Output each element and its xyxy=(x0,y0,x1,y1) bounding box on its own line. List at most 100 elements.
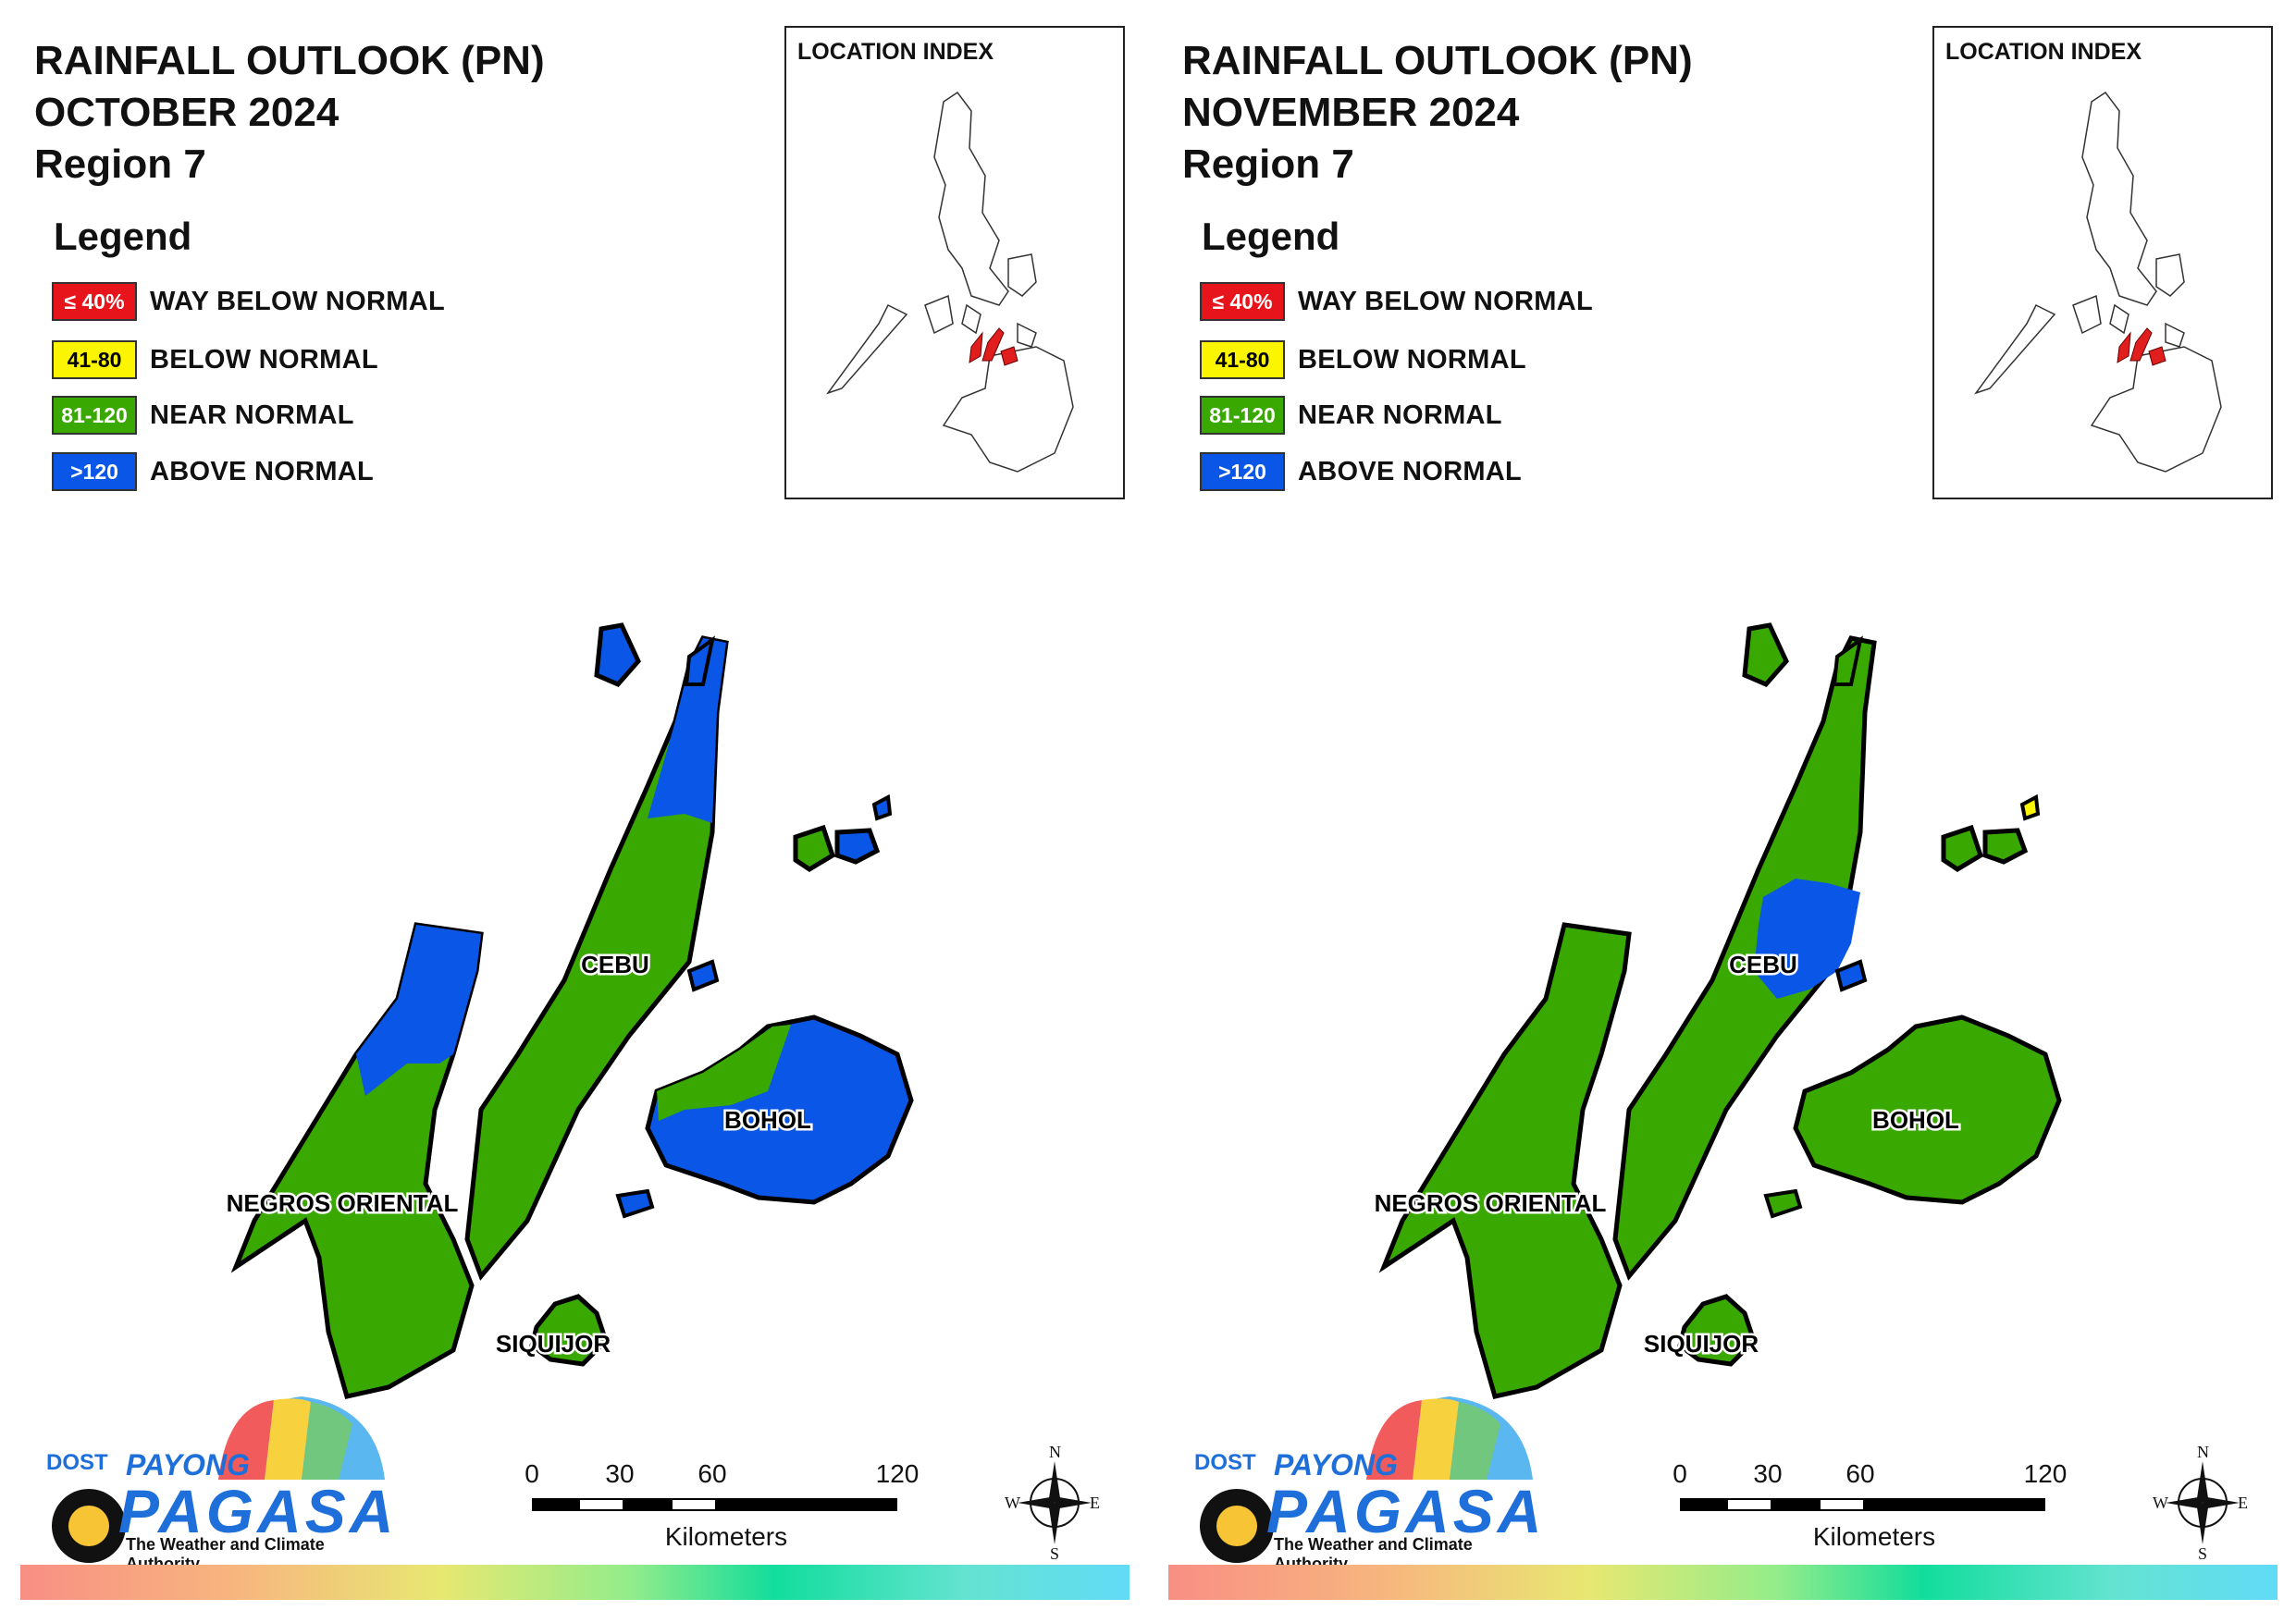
title-line-3: Region 7 xyxy=(34,141,206,187)
legend-swatch: 41-80 xyxy=(1200,340,1285,379)
inset-title: LOCATION INDEX xyxy=(797,39,994,65)
scale-tick: 30 xyxy=(1753,1459,1783,1488)
legend-swatch: ≤ 40% xyxy=(1200,282,1285,321)
legend-item-below: 41-80 BELOW NORMAL xyxy=(1200,339,1526,380)
label-bohol: BOHOL xyxy=(724,1106,811,1134)
cebu-north-islet xyxy=(684,635,716,686)
label-siquijor: SIQUIJOR xyxy=(496,1330,611,1358)
cebu-north-islet xyxy=(1832,635,1864,686)
title-line-3: Region 7 xyxy=(1182,141,1354,187)
scale-tick: 120 xyxy=(2023,1459,2068,1488)
legend-item-above: >120 ABOVE NORMAL xyxy=(52,451,374,492)
outlook-panel-october: RAINFALL OUTLOOK (PN) OCTOBER 2024 Regio… xyxy=(0,26,1148,1600)
compass-n: N xyxy=(2197,1443,2209,1461)
scale-segment xyxy=(624,1498,671,1511)
compass-rose-icon xyxy=(1018,1461,1092,1544)
camotes-islands-east xyxy=(834,828,881,865)
label-bohol: BOHOL xyxy=(1872,1106,1959,1134)
compass-w: W xyxy=(1005,1494,1020,1512)
scale-tick: 30 xyxy=(605,1459,635,1488)
compass-s: S xyxy=(2198,1544,2208,1563)
legend-label: BELOW NORMAL xyxy=(1298,344,1526,375)
bantayan-island xyxy=(1742,622,1789,688)
map-title: RAINFALL OUTLOOK (PN) NOVEMBER 2024 Regi… xyxy=(1182,35,1693,191)
legend-item-way-below: ≤ 40% WAY BELOW NORMAL xyxy=(1200,281,1593,322)
panglao-island xyxy=(615,1188,655,1219)
compass-e: E xyxy=(2238,1494,2248,1512)
siquijor-shape xyxy=(529,1294,609,1367)
legend-item-way-below: ≤ 40% WAY BELOW NORMAL xyxy=(52,281,445,322)
label-cebu: CEBU xyxy=(581,951,649,978)
region7-map-october: CEBU BOHOL NEGROS ORIENTAL SIQUIJOR xyxy=(0,536,1148,1424)
logo-dost: DOST xyxy=(46,1450,108,1475)
label-negros-oriental: NEGROS ORIENTAL xyxy=(227,1189,459,1217)
bohol-shape xyxy=(645,1014,914,1205)
location-index-inset: LOCATION INDEX xyxy=(784,26,1125,499)
scale-segment xyxy=(717,1498,897,1511)
scale-tick: 0 xyxy=(1673,1459,1687,1488)
bohol-near-normal xyxy=(657,1025,791,1121)
bohol-shape xyxy=(1793,1014,2062,1205)
footer-gradient-bar xyxy=(20,1565,1129,1600)
inset-title: LOCATION INDEX xyxy=(1945,39,2142,65)
legend-label: WAY BELOW NORMAL xyxy=(150,286,445,316)
legend-swatch: 81-120 xyxy=(1200,396,1285,435)
camotes-islands-east xyxy=(1982,828,2029,865)
legend-label: ABOVE NORMAL xyxy=(150,456,375,486)
scale-segment xyxy=(1819,1498,1865,1511)
region7-map-november: CEBU BOHOL NEGROS ORIENTAL SIQUIJOR xyxy=(1148,536,2296,1424)
logo-payong: PAYONG xyxy=(126,1448,250,1482)
pagasa-logo: DOST PAYONG PAGASA The Weather and Clima… xyxy=(1181,1387,1542,1573)
legend-item-above: >120 ABOVE NORMAL xyxy=(1200,451,1522,492)
camotes-islands-west xyxy=(793,824,836,872)
umbrella-icon xyxy=(1200,1396,1533,1563)
compass-n: N xyxy=(1049,1443,1061,1461)
outlook-panel-november: RAINFALL OUTLOOK (PN) NOVEMBER 2024 Regi… xyxy=(1148,0,2296,1623)
camotes-islands-west xyxy=(1941,824,1984,872)
logo-dost: DOST xyxy=(1194,1450,1256,1475)
title-line-2: OCTOBER 2024 xyxy=(34,90,339,135)
scale-bar: 0 30 60 120 Kilometers xyxy=(1673,1459,2073,1561)
legend-label: WAY BELOW NORMAL xyxy=(1298,286,1593,316)
mactan-islands xyxy=(686,959,720,992)
scale-unit: Kilometers xyxy=(1812,1522,1936,1551)
scale-segment xyxy=(1772,1498,1819,1511)
footer-gradient-bar xyxy=(1168,1565,2277,1600)
legend-label: NEAR NORMAL xyxy=(1298,400,1502,430)
scale-segment xyxy=(671,1498,717,1511)
legend-label: ABOVE NORMAL xyxy=(1298,456,1523,486)
compass-s: S xyxy=(1050,1544,1060,1563)
legend-label: BELOW NORMAL xyxy=(150,344,378,375)
legend-label: NEAR NORMAL xyxy=(150,400,354,430)
philippines-inset-map xyxy=(826,91,1074,473)
scale-segment xyxy=(1680,1498,1726,1511)
scale-tick: 60 xyxy=(1845,1459,1875,1488)
scale-segment xyxy=(578,1498,624,1511)
camotes-islet xyxy=(871,793,893,821)
legend-swatch: >120 xyxy=(52,452,137,491)
legend-title: Legend xyxy=(54,215,192,258)
north-arrow: N S E W xyxy=(2153,1443,2249,1563)
scale-bar: 0 30 60 120 Kilometers xyxy=(525,1459,925,1561)
legend-title: Legend xyxy=(1202,215,1340,258)
legend-item-near: 81-120 NEAR NORMAL xyxy=(52,395,354,436)
compass-e: E xyxy=(1090,1494,1100,1512)
scale-segment xyxy=(1865,1498,2045,1511)
camotes-islet xyxy=(2019,793,2041,821)
negros-oriental-above-normal xyxy=(356,925,481,1096)
philippines-inset-map xyxy=(1974,91,2222,473)
cebu-above-normal xyxy=(1754,879,1860,999)
north-arrow: N S E W xyxy=(1005,1443,1101,1563)
map-title: RAINFALL OUTLOOK (PN) OCTOBER 2024 Regio… xyxy=(34,35,545,191)
panglao-island xyxy=(1763,1188,1803,1219)
legend-item-below: 41-80 BELOW NORMAL xyxy=(52,339,378,380)
scale-segment xyxy=(1726,1498,1772,1511)
mactan-islands xyxy=(1834,959,1868,992)
negros-oriental-shape xyxy=(1378,922,1632,1399)
legend-swatch: ≤ 40% xyxy=(52,282,137,321)
region7-map-svg: CEBU BOHOL NEGROS ORIENTAL SIQUIJOR xyxy=(1372,622,2062,1399)
title-line-1: RAINFALL OUTLOOK (PN) xyxy=(1182,38,1693,83)
label-negros-oriental: NEGROS ORIENTAL xyxy=(1375,1189,1607,1217)
location-index-inset: LOCATION INDEX xyxy=(1932,26,2273,499)
bantayan-island xyxy=(594,622,641,688)
